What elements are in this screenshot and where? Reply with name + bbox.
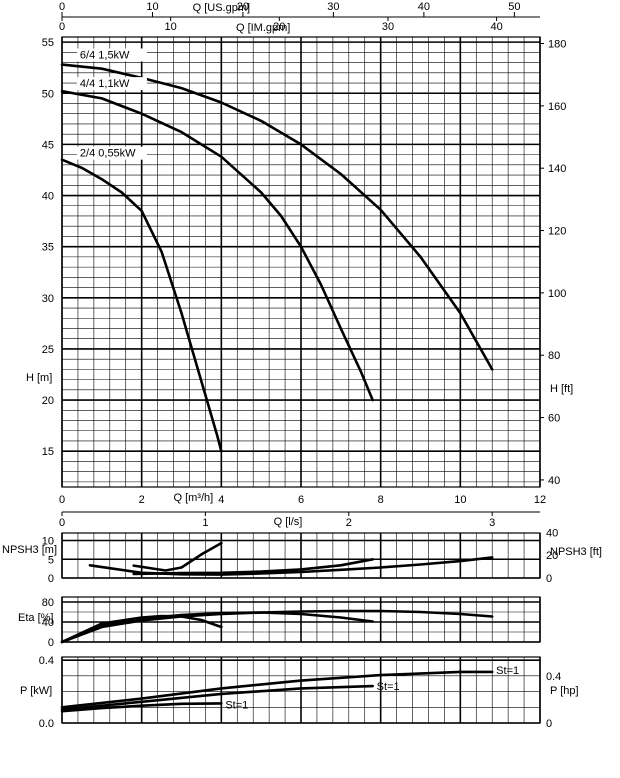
y-right-tick-label: 180	[548, 39, 566, 51]
npsh-curve-series-1	[132, 558, 374, 576]
y-right-tick-label: 160	[548, 101, 566, 113]
y-right-tick-label: 40	[548, 475, 560, 487]
y-tick-label: 15	[42, 446, 54, 458]
top-im-tick-label: 0	[59, 21, 65, 33]
top-im-axis-label: Q [IM.gpm]	[236, 22, 290, 34]
x-tick-label: 12	[534, 494, 546, 506]
ls-tick-label: 2	[346, 517, 352, 529]
npsh-y-tick-label: 0	[48, 573, 54, 585]
npsh-y-right-tick-label: 20	[546, 550, 558, 562]
curve-label: 4/4 1,1kW	[80, 78, 130, 90]
top-us-tick-label: 40	[418, 1, 430, 13]
y-axis-label: H [m]	[26, 372, 52, 384]
y-tick-label: 50	[42, 88, 54, 100]
eta-curve-series-0	[60, 609, 494, 644]
curve-label: 2/4 0,55kW	[80, 148, 136, 160]
npsh-curve-series-2	[132, 541, 223, 572]
y-tick-label: 30	[42, 293, 54, 305]
y-tick-label: 20	[42, 395, 54, 407]
y-tick-label: 35	[42, 242, 54, 254]
p-y-right-tick-label: 0.4	[546, 671, 561, 683]
y-right-tick-label: 60	[548, 413, 560, 425]
plot-frame	[61, 656, 541, 724]
top-im-tick-label: 10	[165, 21, 177, 33]
curve-label-bg	[76, 77, 147, 91]
h-curve-series-2	[60, 158, 223, 453]
ls-tick-label: 0	[59, 517, 65, 529]
x-tick-label: 8	[378, 494, 384, 506]
curve-label-bg	[76, 146, 147, 160]
npsh-y-right-axis-label: NPSH3 [ft]	[550, 546, 602, 558]
eta-y-tick-label: 0	[48, 637, 54, 649]
npsh-y-tick-label: 10	[42, 536, 54, 548]
p-y-axis-label: P [kW]	[20, 685, 52, 697]
curve-label-bg	[76, 48, 147, 62]
x-axis-label: Q [m³/h]	[173, 492, 213, 504]
top-im-tick-label: 30	[382, 21, 394, 33]
y-tick-label: 45	[42, 139, 54, 151]
npsh-y-right-tick-label: 40	[546, 527, 558, 539]
top-us-axis-label: Q [US.gpm]	[193, 2, 250, 14]
x-tick-label: 2	[139, 494, 145, 506]
eta-curve-series-2	[60, 614, 223, 644]
x-tick-label: 4	[218, 494, 224, 506]
top-im-tick-label: 20	[273, 21, 285, 33]
eta-curve-series-1	[60, 611, 374, 644]
p-y-tick-label: 0.4	[39, 655, 54, 667]
power-curve-series-0	[60, 670, 494, 709]
x-tick-label: 6	[298, 494, 304, 506]
ls-axis-label: Q [l/s]	[274, 516, 303, 528]
eta-y-tick-label: 80	[42, 597, 54, 609]
y-tick-label: 25	[42, 344, 54, 356]
h-curve-series-0	[60, 63, 494, 371]
ls-tick-label: 3	[489, 517, 495, 529]
plot-frame	[61, 596, 541, 643]
y-right-tick-label: 120	[548, 226, 566, 238]
x-tick-label: 10	[454, 494, 466, 506]
power-curve-series-1	[60, 684, 374, 711]
npsh-y-tick-label: 5	[48, 554, 54, 566]
curve-label: 6/4 1,5kW	[80, 49, 130, 61]
npsh-y-axis-label: NPSH3 [m]	[2, 544, 57, 556]
top-us-tick-label: 20	[237, 1, 249, 13]
eta-y-tick-label: 40	[42, 617, 54, 629]
top-us-tick-label: 30	[327, 1, 339, 13]
top-im-tick-label: 40	[490, 21, 502, 33]
npsh-y-right-tick-label: 0	[546, 573, 552, 585]
plot-frame	[61, 36, 541, 488]
ls-tick-label: 1	[202, 517, 208, 529]
power-curve-series-2	[60, 702, 223, 713]
p-y-right-axis-label: P [hp]	[550, 685, 579, 697]
top-us-tick-label: 10	[146, 1, 158, 13]
plot-frame	[61, 532, 541, 579]
eta-y-axis-label: Eta [%]	[18, 612, 53, 624]
p-y-tick-label: 0.0	[39, 718, 54, 730]
y-right-tick-label: 80	[548, 350, 560, 362]
h-curve-series-1	[60, 89, 374, 402]
st-annotation: St=1	[377, 681, 400, 693]
y-tick-label: 55	[42, 37, 54, 49]
top-us-tick-label: 0	[59, 1, 65, 13]
p-y-right-tick-label: 0	[546, 718, 552, 730]
x-tick-label: 0	[59, 494, 65, 506]
y-right-axis-label: H [ft]	[550, 383, 573, 395]
st-annotation: St=1	[225, 699, 248, 711]
y-right-tick-label: 140	[548, 163, 566, 175]
y-tick-label: 40	[42, 191, 54, 203]
top-us-tick-label: 50	[508, 1, 520, 13]
y-right-tick-label: 100	[548, 288, 566, 300]
st-annotation: St=1	[496, 665, 519, 677]
